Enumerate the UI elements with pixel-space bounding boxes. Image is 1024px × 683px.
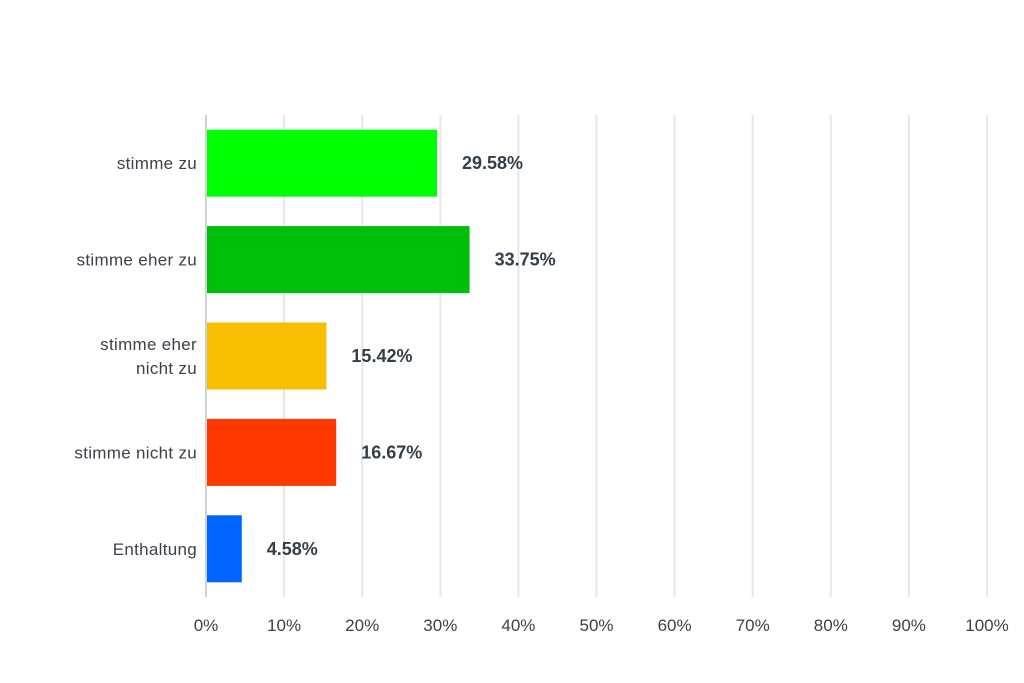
bar: [207, 226, 470, 294]
category-label: Enthaltung: [113, 540, 197, 559]
x-tick-label: 80%: [814, 616, 848, 635]
x-tick-label: 70%: [736, 616, 770, 635]
category-label-line: stimme eher: [100, 335, 197, 354]
x-tick-label: 90%: [892, 616, 926, 635]
x-tick-label: 60%: [658, 616, 692, 635]
category-label: stimme eher nicht zu: [100, 335, 197, 378]
x-tick-label: 100%: [965, 616, 1008, 635]
x-tick-label: 50%: [579, 616, 613, 635]
category-labels: stimme zu stimme eher zu stimme eher nicht …: [74, 154, 197, 559]
category-label-line: stimme nicht zu: [74, 443, 197, 462]
data-label: 33.75%: [495, 250, 556, 270]
category-label-line: stimme zu: [117, 154, 197, 173]
category-label: stimme eher zu: [77, 251, 197, 270]
category-label-line: stimme eher zu: [77, 251, 197, 270]
x-tick-label: 10%: [267, 616, 301, 635]
bars: [207, 129, 470, 583]
data-label: 29.58%: [462, 153, 523, 173]
data-labels: 29.58% 33.75% 15.42% 16.67% 4.58%: [267, 153, 556, 559]
category-label-line: Enthaltung: [113, 540, 197, 559]
data-label: 15.42%: [351, 346, 412, 366]
category-label: stimme nicht zu: [74, 443, 197, 462]
x-tick-label: 0%: [194, 616, 219, 635]
x-tick-label: 20%: [345, 616, 379, 635]
bar: [207, 515, 242, 583]
bar: [207, 322, 327, 390]
x-tick-labels: 0% 10% 20% 30% 40% 50% 60% 70% 80% 90% 100%: [194, 616, 1009, 635]
data-label: 16.67%: [361, 442, 422, 462]
category-label: stimme zu: [117, 154, 197, 173]
bar: [207, 129, 438, 197]
data-label: 4.58%: [267, 539, 318, 559]
x-tick-label: 40%: [501, 616, 535, 635]
category-label-line: nicht zu: [136, 359, 197, 378]
x-tick-label: 30%: [423, 616, 457, 635]
bar: [207, 418, 337, 486]
